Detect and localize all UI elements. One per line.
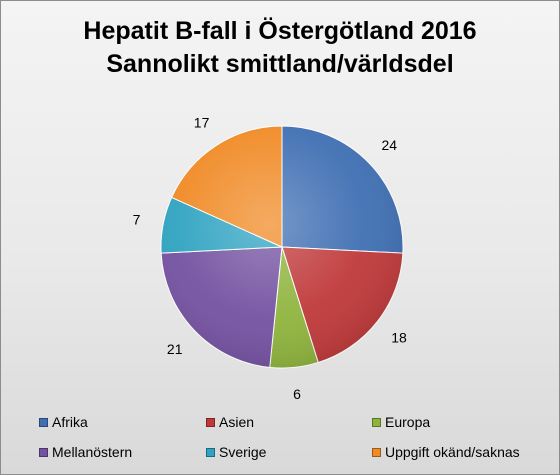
data-label: 17 xyxy=(194,115,210,131)
data-label: 6 xyxy=(293,386,301,402)
legend-swatch xyxy=(372,417,381,427)
data-label: 7 xyxy=(133,212,141,228)
legend-swatch xyxy=(206,417,215,427)
legend-item: Europa xyxy=(372,412,430,432)
data-label: 21 xyxy=(167,341,183,357)
legend-label: Uppgift okänd/saknas xyxy=(385,444,520,460)
legend-swatch xyxy=(206,447,215,457)
legend-label: Afrika xyxy=(52,414,88,430)
legend-label: Europa xyxy=(385,414,431,430)
legend-swatch xyxy=(39,417,48,427)
legend-swatch xyxy=(372,447,381,457)
chart-title-block: Hepatit B-fall i Östergötland 2016 Sanno… xyxy=(1,15,559,81)
legend-label: Asien xyxy=(219,414,255,430)
legend-label: Sverige xyxy=(219,444,267,460)
legend-item: Uppgift okänd/saknas xyxy=(372,442,520,462)
data-label: 18 xyxy=(391,330,407,346)
chart-legend: Afrika Asien Europa Mellanöstern Sverige Uppg… xyxy=(39,412,549,462)
legend-swatch xyxy=(39,447,48,457)
legend-item: Mellanöstern xyxy=(39,442,132,462)
legend-item: Sverige xyxy=(206,442,266,462)
chart-title: Hepatit B-fall i Östergötland 2016 xyxy=(83,17,477,45)
legend-label: Mellanöstern xyxy=(52,444,133,460)
data-label: 24 xyxy=(382,137,398,153)
legend-item: Afrika xyxy=(39,412,88,432)
chart-subtitle: Sannolikt smittland/världsdel xyxy=(106,50,454,78)
legend-item: Asien xyxy=(206,412,254,432)
